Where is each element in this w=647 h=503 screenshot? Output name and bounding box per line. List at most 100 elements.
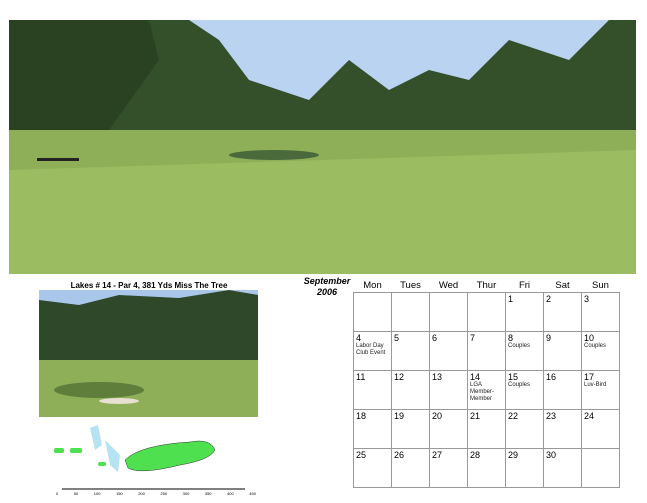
calendar-day: 18 xyxy=(353,409,392,449)
day-number: 20 xyxy=(432,411,443,421)
calendar-day xyxy=(467,292,506,332)
calendar-day: 1 xyxy=(505,292,544,332)
calendar-day: 19 xyxy=(391,409,430,449)
golf-course-photo xyxy=(9,20,636,274)
calendar-day: 20 xyxy=(429,409,468,449)
day-event: LGA Member-Member xyxy=(470,382,495,402)
calendar-day: 4 Labor Day Club Event xyxy=(353,331,392,371)
weekday-header: Wed xyxy=(438,279,459,291)
calendar-day: 29 xyxy=(505,448,544,488)
scale-label: 200 xyxy=(138,491,145,496)
day-number: 13 xyxy=(432,372,443,382)
day-number: 4 xyxy=(356,333,362,343)
hole-caption: Lakes # 14 - Par 4, 381 Yds Miss The Tre… xyxy=(70,281,228,290)
calendar-day: 21 xyxy=(467,409,506,449)
day-number: 19 xyxy=(394,411,405,421)
hole-layout-map: 0 50 100 150 200 250 300 350 400 450 xyxy=(40,420,260,498)
day-number: 29 xyxy=(508,450,519,460)
calendar-day: 13 xyxy=(429,370,468,410)
day-number: 28 xyxy=(470,450,481,460)
day-number: 16 xyxy=(546,372,557,382)
calendar-day xyxy=(581,448,620,488)
scale-label: 300 xyxy=(182,491,190,496)
day-number: 15 xyxy=(508,372,519,382)
day-number: 26 xyxy=(394,450,405,460)
calendar-day: 25 xyxy=(353,448,392,488)
calendar-week: 25 26 27 28 29 30 xyxy=(353,448,620,488)
calendar-day: 17 Luv-Bird xyxy=(581,370,620,410)
scale-label: 150 xyxy=(115,491,123,496)
day-event: Couples xyxy=(508,343,531,349)
hole-photo xyxy=(39,290,258,417)
weekday-header: Sat xyxy=(555,279,570,291)
calendar-day: 3 xyxy=(581,292,620,332)
day-number: 27 xyxy=(432,450,443,460)
scale-label: 100 xyxy=(93,491,101,496)
weekday-header: Sun xyxy=(592,279,609,291)
calendar-week: 4 Labor Day Club Event 5 6 7 8 Couples 9 10 Coupl… xyxy=(353,331,620,371)
calendar-day: 9 xyxy=(543,331,582,371)
calendar-day: 22 xyxy=(505,409,544,449)
day-number: 8 xyxy=(508,333,514,343)
weekday-header: Thur xyxy=(476,279,497,291)
calendar-week: 1 2 3 xyxy=(353,292,620,332)
day-number: 12 xyxy=(394,372,405,382)
day-number: 7 xyxy=(470,333,476,343)
calendar-day: 24 xyxy=(581,409,620,449)
day-number: 22 xyxy=(508,411,519,421)
calendar-day xyxy=(353,292,392,332)
calendar-day: 12 xyxy=(391,370,430,410)
scale-label: 0 xyxy=(56,491,59,496)
day-event: Couples xyxy=(584,343,607,349)
weekday-header: Mon xyxy=(363,279,382,291)
calendar-day: 15 Couples xyxy=(505,370,544,410)
month-title: September 2006 xyxy=(300,276,354,298)
calendar-day xyxy=(429,292,468,332)
calendar-day: 5 xyxy=(391,331,430,371)
day-number: 10 xyxy=(584,333,595,343)
day-number: 3 xyxy=(584,294,590,304)
day-number: 9 xyxy=(546,333,552,343)
day-number: 17 xyxy=(584,372,595,382)
calendar-day: 8 Couples xyxy=(505,331,544,371)
day-number: 11 xyxy=(356,372,366,382)
day-number: 24 xyxy=(584,411,595,421)
day-event: Couples xyxy=(508,382,531,388)
day-number: 23 xyxy=(546,411,557,421)
month: September xyxy=(303,276,351,286)
year: 2006 xyxy=(316,287,338,297)
scale-label: 400 xyxy=(227,491,234,496)
scale-label: 450 xyxy=(249,491,256,496)
day-number: 5 xyxy=(394,333,400,343)
day-number: 25 xyxy=(356,450,367,460)
day-number: 21 xyxy=(470,411,481,421)
scale-label: 50 xyxy=(73,491,79,496)
day-number: 2 xyxy=(546,294,552,304)
calendar-day: 6 xyxy=(429,331,468,371)
day-number: 14 xyxy=(470,372,481,382)
calendar-day: 26 xyxy=(391,448,430,488)
calendar-day: 16 xyxy=(543,370,582,410)
day-number: 1 xyxy=(508,294,514,304)
calendar-day: 28 xyxy=(467,448,506,488)
calendar-week: 11 12 13 14 LGA Member-Member 15 Couples 16 17 Lu… xyxy=(353,370,620,410)
calendar-day: 7 xyxy=(467,331,506,371)
day-number: 18 xyxy=(356,411,367,421)
calendar-day: 23 xyxy=(543,409,582,449)
day-number: 30 xyxy=(546,450,557,460)
day-number: 6 xyxy=(432,333,438,343)
calendar-day xyxy=(391,292,430,332)
day-event: Labor Day Club Event xyxy=(356,343,386,356)
weekday-header: Fri xyxy=(518,279,531,291)
scale-label: 250 xyxy=(160,491,168,496)
calendar-week: 18 19 20 21 22 23 24 xyxy=(353,409,620,449)
calendar-day: 14 LGA Member-Member xyxy=(467,370,506,410)
calendar-day: 10 Couples xyxy=(581,331,620,371)
day-event: Luv-Bird xyxy=(584,382,607,388)
calendar-day: 2 xyxy=(543,292,582,332)
calendar-day: 27 xyxy=(429,448,468,488)
calendar-day: 11 xyxy=(353,370,392,410)
calendar-day: 30 xyxy=(543,448,582,488)
weekday-header: Tues xyxy=(400,279,421,291)
scale-label: 350 xyxy=(204,491,212,496)
